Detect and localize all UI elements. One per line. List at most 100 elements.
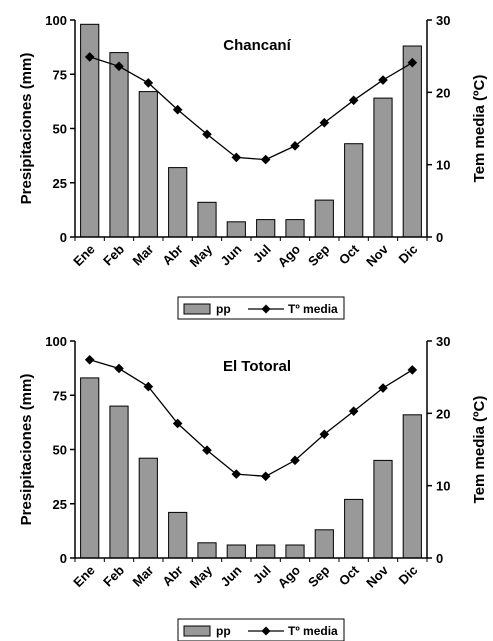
chart-panel-2: 0 25 50 75 100 0 10 20 30 Ene Feb Mar Abr May Jun Jul Ag… bbox=[18, 334, 488, 641]
right-tick-label: 30 bbox=[436, 13, 450, 28]
legend-bar-label: pp bbox=[216, 624, 231, 638]
x-tick-label: Dic bbox=[396, 563, 421, 588]
bar-mar bbox=[138, 457, 158, 559]
left-tick-label: 25 bbox=[53, 497, 67, 512]
temperature-point-dic bbox=[407, 365, 418, 375]
bar-jun bbox=[226, 221, 246, 238]
right-tick-label: 0 bbox=[436, 230, 443, 245]
temperature-line bbox=[89, 359, 413, 477]
bar-nov bbox=[373, 459, 393, 559]
bar-ago bbox=[285, 544, 305, 559]
bar-jul bbox=[256, 544, 276, 559]
right-tick-label: 20 bbox=[436, 406, 450, 421]
temperature-point-jul bbox=[260, 471, 271, 482]
bar-feb bbox=[109, 52, 129, 238]
chart-title: Chancaní bbox=[223, 37, 291, 54]
y2-axis-title: Tem media (ºC) bbox=[471, 75, 488, 183]
left-tick-label: 100 bbox=[45, 13, 67, 28]
x-tick-label: May bbox=[187, 562, 216, 591]
left-tick-label: 0 bbox=[60, 551, 67, 566]
x-tick-label: Dic bbox=[396, 242, 421, 267]
right-tick-label: 10 bbox=[436, 158, 450, 173]
right-tick-label: 20 bbox=[436, 85, 450, 100]
x-tick-label: Jun bbox=[217, 562, 244, 589]
bar-jul bbox=[256, 219, 276, 238]
left-tick-label: 100 bbox=[45, 334, 67, 349]
temperature-point-feb bbox=[114, 61, 124, 72]
x-tick-label: Nov bbox=[363, 241, 392, 270]
bar-abr bbox=[168, 511, 188, 559]
temperature-point-nov bbox=[378, 75, 388, 85]
x-tick-label: Jun bbox=[217, 241, 244, 268]
left-tick-label: 0 bbox=[60, 230, 67, 245]
right-tick-label: 0 bbox=[436, 551, 443, 566]
x-tick-label: Ago bbox=[275, 241, 304, 270]
x-tick-label: Mar bbox=[129, 563, 156, 590]
x-tick-label: Oct bbox=[336, 241, 362, 267]
temperature-point-abr bbox=[172, 418, 183, 429]
bar-sep bbox=[314, 199, 334, 238]
temperature-line bbox=[89, 56, 413, 161]
x-tick-label: Abr bbox=[159, 242, 185, 268]
temperature-point-dic bbox=[407, 57, 418, 68]
right-tick-label: 10 bbox=[436, 479, 450, 494]
left-tick-label: 75 bbox=[53, 67, 67, 82]
x-tick-label: Ene bbox=[70, 563, 97, 590]
temperature-point-ago bbox=[290, 141, 300, 151]
x-tick-label: Nov bbox=[363, 562, 392, 591]
temperature-point-may bbox=[202, 445, 212, 456]
bar-ago bbox=[285, 219, 305, 238]
temperature-point-abr bbox=[172, 104, 183, 115]
legend-bar-label: pp bbox=[216, 302, 231, 316]
temperature-point-sep bbox=[319, 117, 330, 128]
temperature-point-ene bbox=[84, 355, 95, 365]
x-tick-label: Oct bbox=[336, 562, 362, 588]
legend-line-label: Tº media bbox=[288, 624, 338, 638]
bar-oct bbox=[344, 498, 364, 559]
temperature-point-nov bbox=[378, 383, 388, 393]
x-tick-label: May bbox=[187, 241, 216, 270]
temperature-point-sep bbox=[319, 429, 330, 440]
temperature-point-feb bbox=[114, 363, 124, 374]
x-tick-label: Mar bbox=[129, 242, 156, 269]
right-tick-label: 30 bbox=[436, 334, 450, 349]
chart-panel-1: 0 25 50 75 100 0 10 20 30 Ene Feb Mar Abr May Jun Jul Ag… bbox=[18, 13, 488, 320]
temperature-point-mar bbox=[143, 78, 154, 88]
x-tick-label: Ago bbox=[275, 562, 304, 591]
legend-diamond-marker bbox=[261, 626, 271, 636]
temperature-point-oct bbox=[348, 95, 359, 106]
left-tick-label: 50 bbox=[53, 122, 67, 137]
legend-diamond-marker bbox=[261, 304, 271, 314]
bar-abr bbox=[168, 167, 188, 238]
left-tick-label: 50 bbox=[53, 443, 67, 458]
legend-bar-swatch bbox=[183, 625, 211, 637]
bar-oct bbox=[344, 143, 364, 238]
bar-may bbox=[197, 201, 217, 238]
bar-feb bbox=[109, 405, 129, 559]
temperature-point-jun bbox=[231, 152, 242, 163]
legend: pp Tº media bbox=[177, 296, 345, 320]
x-tick-label: Jul bbox=[250, 563, 274, 587]
chart-title: El Totoral bbox=[223, 358, 291, 375]
x-tick-label: Feb bbox=[100, 241, 127, 268]
bar-mar bbox=[138, 91, 158, 238]
bar-dic bbox=[402, 45, 422, 238]
legend-bar-swatch bbox=[183, 303, 211, 315]
temperature-point-jul bbox=[260, 154, 271, 165]
bar-sep bbox=[314, 529, 334, 559]
y-axis-title: Presipitaciones (mm) bbox=[18, 374, 35, 526]
temperature-point-mar bbox=[143, 381, 154, 392]
legend-line-label: Tº media bbox=[288, 302, 338, 316]
bar-nov bbox=[373, 97, 393, 238]
x-tick-label: Sep bbox=[305, 562, 333, 590]
bar-jun bbox=[226, 544, 246, 559]
legend-box bbox=[177, 296, 345, 320]
bar-dic bbox=[402, 414, 422, 559]
temperature-point-ago bbox=[290, 455, 300, 466]
left-tick-label: 25 bbox=[53, 176, 67, 191]
x-tick-label: Abr bbox=[159, 563, 185, 589]
legend-box bbox=[177, 618, 345, 641]
x-tick-label: Feb bbox=[100, 562, 127, 589]
temperature-point-jun bbox=[231, 469, 242, 479]
